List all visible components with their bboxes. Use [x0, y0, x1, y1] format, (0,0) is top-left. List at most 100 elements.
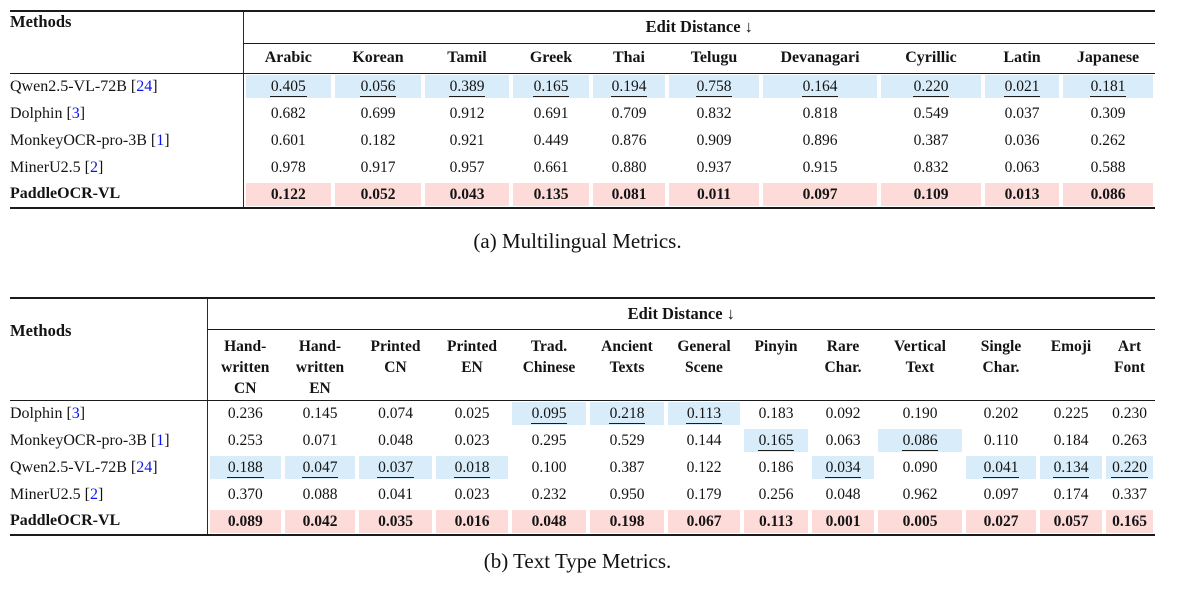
metric-cell: 0.089 [206, 508, 283, 535]
header-span-row: Methods Edit Distance ↓ [10, 11, 1156, 74]
metric-value: 0.165 [1112, 512, 1147, 530]
method-label: PaddleOCR-VL [10, 512, 121, 529]
metric-cell: 0.184 [1038, 427, 1104, 454]
metric-cell-box: 0.043 [425, 182, 509, 206]
metric-cell-box: 0.067 [668, 509, 740, 533]
metric-value: 0.309 [1090, 105, 1126, 122]
citation-link[interactable]: 24 [136, 458, 153, 476]
metric-cell-box: 0.387 [590, 456, 664, 479]
span-header-edit-distance: Edit Distance ↓ [242, 11, 1156, 44]
table-b-container: Methods Edit Distance ↓ Hand- written CN Ha… [0, 297, 1182, 536]
metric-cell-box: 0.188 [209, 456, 281, 479]
metric-value: 0.001 [825, 512, 861, 530]
metric-cell-box: 0.110 [966, 429, 1036, 452]
metric-value: 0.113 [685, 405, 723, 425]
column-header: Trad. Chinese [510, 329, 588, 401]
citation-link[interactable]: 1 [156, 431, 165, 449]
metric-value: 0.086 [1090, 185, 1126, 203]
metric-cell: 0.041 [357, 481, 434, 508]
citation-link[interactable]: 3 [71, 104, 80, 122]
metric-value: 0.057 [1053, 512, 1089, 530]
metric-cell-box: 0.218 [590, 402, 664, 426]
metric-value: 0.088 [302, 486, 338, 503]
column-header-label: Ancient Texts [601, 337, 653, 376]
citation-link[interactable]: 1 [156, 131, 165, 149]
method-label: MonkeyOCR-pro-3B [10, 431, 147, 449]
method-label: Qwen2.5-VL-72B [10, 77, 127, 95]
metric-cell-box: 0.601 [246, 129, 332, 152]
citation-link[interactable]: 2 [89, 485, 98, 503]
column-header-label: Latin [1003, 49, 1041, 66]
metric-cell: 0.549 [879, 100, 983, 127]
metric-value: 0.183 [758, 405, 794, 423]
metric-cell-box: 0.047 [285, 456, 355, 479]
metric-cell: 0.232 [510, 481, 588, 508]
method-row: MonkeyOCR-pro-3B [1] 0.601 0.182 0.921 0.449… [10, 127, 1155, 154]
metric-value: 0.063 [1004, 159, 1040, 176]
header-span-row: Methods Edit Distance ↓ [10, 298, 1156, 401]
method-label: Qwen2.5-VL-72B [10, 458, 127, 476]
metric-cell: 0.036 [983, 127, 1061, 154]
column-header: Ancient Texts [588, 329, 666, 401]
metric-value: 0.529 [609, 432, 645, 449]
metric-value: 0.896 [802, 132, 838, 149]
metric-value: 0.182 [360, 132, 396, 149]
metric-value: 0.449 [533, 132, 569, 149]
metric-cell-box: 0.818 [763, 102, 877, 125]
table-body: Dolphin [3] 0.236 0.145 0.074 0.025 0.095 0.21… [10, 400, 1155, 535]
metric-cell: 0.005 [876, 508, 964, 535]
column-header-label: Emoji [1050, 337, 1092, 355]
metric-cell: 0.056 [333, 73, 423, 100]
citation-link[interactable]: 24 [136, 77, 153, 95]
metric-cell-box: 0.370 [210, 483, 282, 506]
column-header-label: Pinyin [754, 337, 798, 355]
metric-cell-box: 0.052 [335, 182, 421, 206]
metric-cell: 0.001 [810, 508, 876, 535]
metric-cell: 0.086 [876, 427, 964, 454]
metric-value: 0.912 [449, 105, 485, 122]
metric-cell-box: 0.256 [744, 483, 808, 506]
metric-cell-box: 0.027 [966, 509, 1036, 533]
metric-value: 0.337 [1112, 486, 1147, 503]
metric-cell: 0.016 [434, 508, 510, 535]
metric-cell-box: 0.225 [1040, 402, 1102, 425]
citation-link[interactable]: 2 [89, 158, 98, 176]
metric-cell-box: 0.220 [881, 75, 981, 99]
metric-cell: 0.164 [761, 73, 879, 100]
metric-value: 0.950 [609, 486, 645, 503]
metric-cell: 0.074 [357, 400, 434, 427]
metric-cell-box: 0.337 [1106, 483, 1153, 506]
metric-cell-box: 0.832 [669, 102, 759, 125]
column-header-label: Printed CN [370, 337, 421, 376]
table-a: Methods Edit Distance ↓ Arabic Korean Tamil G… [10, 10, 1156, 209]
metric-cell-box: 0.097 [763, 182, 877, 206]
metric-cell-box: 0.529 [590, 429, 664, 452]
method-label-cell: Dolphin [3] [10, 404, 86, 422]
metric-cell: 0.021 [983, 73, 1061, 100]
metric-cell: 0.135 [511, 181, 591, 208]
metric-cell: 0.165 [742, 427, 810, 454]
column-header: Greek [511, 43, 591, 74]
metric-cell-box: 0.449 [513, 129, 589, 152]
column-header-label: General Scene [677, 337, 731, 376]
metric-cell: 0.917 [333, 154, 423, 181]
metric-cell-box: 0.165 [744, 429, 808, 452]
metric-cell-box: 0.023 [436, 429, 508, 452]
column-header-label: Japanese [1076, 49, 1140, 66]
metric-value: 0.048 [825, 486, 861, 503]
column-header: Pinyin [742, 329, 810, 401]
metric-cell: 0.113 [742, 508, 810, 535]
metric-cell: 0.165 [1104, 508, 1155, 535]
metric-cell: 0.048 [810, 481, 876, 508]
metric-cell: 0.198 [588, 508, 666, 535]
metric-value: 0.186 [758, 459, 794, 476]
metric-cell-box: 0.023 [436, 483, 508, 506]
metric-cell: 0.263 [1104, 427, 1155, 454]
metric-cell-box: 0.041 [966, 456, 1036, 479]
metric-value: 0.179 [686, 486, 722, 503]
citation-link[interactable]: 3 [71, 404, 80, 422]
metric-cell: 0.950 [588, 481, 666, 508]
metric-value: 0.917 [360, 159, 396, 176]
method-label-cell: Qwen2.5-VL-72B [24] [10, 77, 158, 95]
span-header-edit-distance: Edit Distance ↓ [206, 298, 1156, 330]
